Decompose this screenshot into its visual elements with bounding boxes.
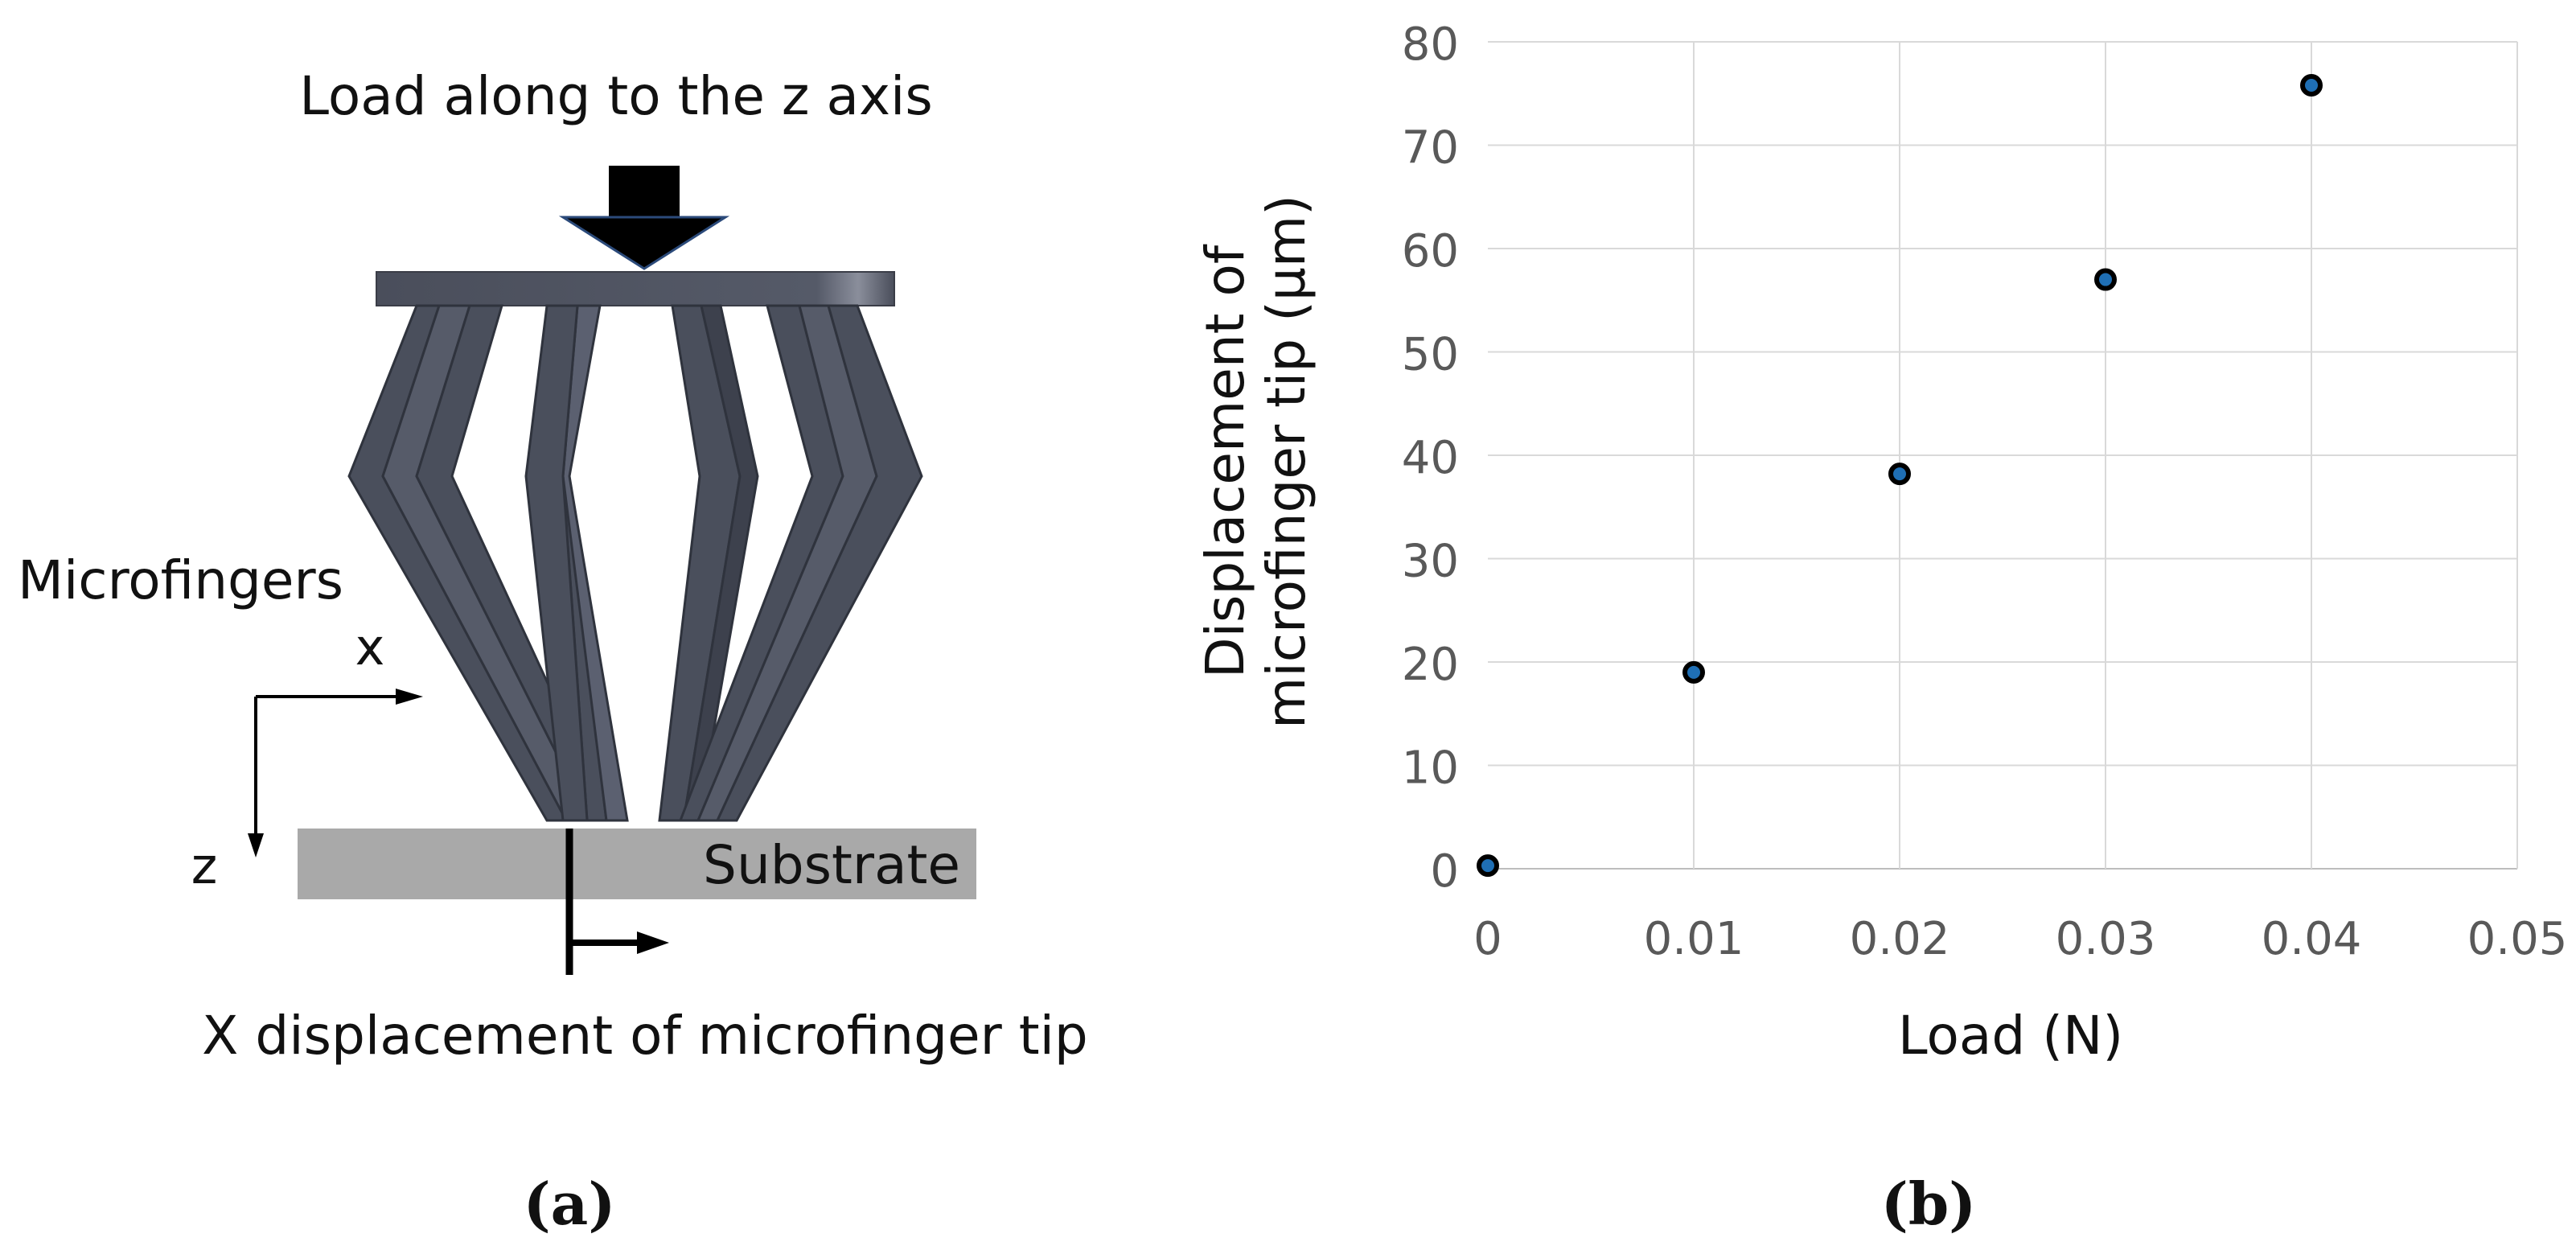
tip-displacement-arrow-icon [565, 829, 669, 975]
y-tick-label: 50 [1402, 329, 1459, 381]
substrate-label: Substrate [703, 834, 960, 896]
coordinate-axes [248, 689, 423, 857]
x-tick-label: 0.03 [2056, 913, 2156, 965]
y-tick-labels: 0 10 20 30 40 50 60 70 80 [1402, 19, 1459, 898]
y-tick-label: 80 [1402, 19, 1459, 71]
data-point [2094, 268, 2117, 291]
substrate [298, 829, 976, 899]
x-tick-label: 0.04 [2262, 913, 2362, 965]
y-tick-label: 10 [1402, 742, 1459, 795]
load-label: Load along to the z axis [299, 65, 933, 127]
panel-a-label: (a) [524, 1170, 616, 1238]
displacement-label: X displacement of microfinger tip [202, 1005, 1088, 1067]
x-tick-label: 0.01 [1644, 913, 1744, 965]
data-point [1477, 854, 1499, 878]
chart-ylabel-line-1: Displacement of [1194, 244, 1256, 678]
axis-x-label: x [355, 618, 385, 676]
chart-xlabel: Load (N) [1898, 1005, 2123, 1067]
microfingers [347, 304, 923, 822]
y-tick-label: 70 [1402, 122, 1459, 175]
y-tick-label: 0 [1430, 845, 1459, 898]
y-tick-label: 20 [1402, 639, 1459, 691]
x-tick-label: 0 [1473, 913, 1502, 965]
load-arrow-icon [558, 166, 730, 270]
top-plate [376, 271, 895, 306]
axis-z-label: z [191, 837, 218, 895]
data-points [1477, 73, 2323, 878]
x-tick-labels: 0 0.01 0.02 0.03 0.04 0.05 [1473, 913, 2567, 965]
data-point [2300, 73, 2323, 97]
panel-a: Load along to the z axis [18, 65, 1088, 1238]
data-point [1682, 660, 1705, 684]
grid-lines [1488, 41, 2518, 870]
y-tick-label: 40 [1402, 432, 1459, 484]
microfingers-label: Microfingers [18, 549, 343, 611]
y-tick-label: 60 [1402, 225, 1459, 278]
data-point [1888, 463, 1911, 486]
x-tick-label: 0.02 [1850, 913, 1950, 965]
panel-b-label: (b) [1881, 1170, 1976, 1238]
x-tick-label: 0.05 [2467, 913, 2568, 965]
chart-ylabel-line-2: microfinger tip (µm) [1255, 195, 1317, 729]
chart-ylabel: Displacement of microfinger tip (µm) [1194, 195, 1317, 729]
y-tick-label: 30 [1402, 536, 1459, 588]
